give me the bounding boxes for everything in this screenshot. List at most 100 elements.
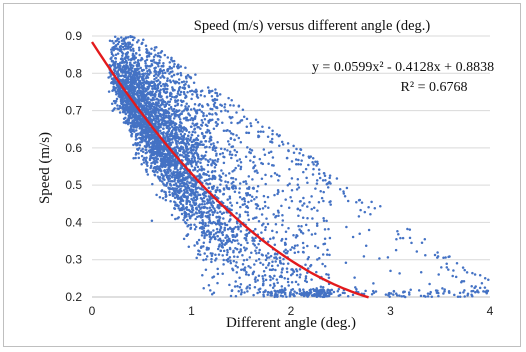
scatter-point bbox=[310, 207, 313, 211]
scatter-point bbox=[189, 192, 192, 196]
scatter-point bbox=[153, 49, 156, 52]
scatter-point bbox=[196, 154, 200, 158]
scatter-point bbox=[237, 289, 240, 293]
scatter-point bbox=[266, 195, 270, 199]
scatter-point bbox=[326, 186, 330, 189]
scatter-point bbox=[215, 92, 219, 95]
scatter-point bbox=[220, 104, 224, 107]
scatter-point bbox=[254, 118, 258, 122]
scatter-point bbox=[235, 134, 238, 137]
scatter-point bbox=[127, 110, 130, 114]
scatter-point bbox=[226, 129, 229, 132]
scatter-point bbox=[216, 158, 220, 161]
scatter-point bbox=[212, 144, 216, 148]
scatter-point bbox=[209, 289, 212, 292]
scatter-point bbox=[147, 133, 151, 137]
scatter-point bbox=[319, 189, 322, 193]
scatter-point bbox=[236, 121, 239, 125]
scatter-point bbox=[428, 292, 432, 296]
scatter-point bbox=[142, 161, 146, 164]
scatter-point bbox=[288, 295, 292, 298]
scatter-point bbox=[156, 175, 160, 178]
scatter-point bbox=[293, 251, 297, 254]
scatter-point bbox=[157, 104, 160, 107]
scatter-point bbox=[309, 288, 313, 291]
scatter-point bbox=[195, 111, 199, 115]
scatter-point bbox=[141, 150, 145, 153]
scatter-point bbox=[192, 81, 196, 85]
scatter-point bbox=[452, 269, 455, 272]
scatter-point bbox=[312, 289, 316, 292]
scatter-point bbox=[176, 72, 179, 76]
scatter-point bbox=[194, 217, 197, 221]
scatter-point bbox=[177, 204, 180, 207]
scatter-point bbox=[257, 257, 261, 261]
scatter-point bbox=[213, 209, 217, 212]
scatter-point bbox=[186, 180, 189, 183]
scatter-point bbox=[274, 216, 277, 219]
scatter-point bbox=[253, 155, 256, 159]
scatter-point bbox=[185, 137, 188, 140]
scatter-point bbox=[284, 230, 288, 233]
scatter-point bbox=[184, 66, 187, 70]
scatter-point bbox=[408, 293, 411, 296]
scatter-point bbox=[415, 250, 419, 253]
scatter-point bbox=[172, 73, 176, 77]
scatter-point bbox=[196, 165, 200, 169]
scatter-point bbox=[322, 219, 326, 223]
scatter-point bbox=[150, 219, 154, 223]
scatter-point bbox=[154, 141, 158, 145]
scatter-point bbox=[209, 90, 213, 93]
scatter-point bbox=[162, 182, 165, 185]
scatter-point bbox=[200, 131, 204, 135]
scatter-point bbox=[218, 216, 222, 219]
scatter-point bbox=[124, 47, 128, 50]
scatter-point bbox=[292, 144, 295, 148]
scatter-point bbox=[211, 235, 215, 239]
scatter-point bbox=[310, 195, 313, 198]
scatter-point bbox=[222, 192, 225, 196]
scatter-point bbox=[158, 196, 162, 199]
scatter-point bbox=[271, 132, 274, 136]
scatter-point bbox=[123, 44, 127, 48]
scatter-point bbox=[283, 243, 287, 246]
scatter-point bbox=[143, 139, 146, 142]
scatter-point bbox=[267, 256, 271, 259]
scatter-point bbox=[194, 161, 198, 164]
scatter-point bbox=[260, 161, 263, 165]
scatter-point bbox=[278, 289, 282, 292]
scatter-point bbox=[137, 156, 141, 160]
scatter-point bbox=[238, 191, 241, 194]
scatter-point bbox=[231, 132, 235, 136]
scatter-point bbox=[167, 187, 171, 190]
scatter-point bbox=[134, 133, 138, 137]
scatter-point bbox=[168, 65, 172, 69]
scatter-point bbox=[184, 105, 187, 108]
scatter-point bbox=[465, 271, 469, 274]
scatter-point bbox=[178, 118, 182, 121]
scatter-point bbox=[179, 166, 183, 170]
scatter-point bbox=[219, 175, 223, 179]
scatter-point bbox=[195, 163, 198, 166]
scatter-point bbox=[203, 252, 206, 255]
scatter-point bbox=[278, 259, 282, 263]
scatter-point bbox=[155, 193, 158, 197]
scatter-point bbox=[280, 288, 284, 292]
scatter-point bbox=[173, 187, 177, 190]
scatter-point bbox=[209, 136, 213, 139]
scatter-point bbox=[130, 108, 134, 112]
scatter-point bbox=[245, 125, 249, 128]
scatter-point bbox=[269, 237, 272, 241]
scatter-point bbox=[164, 198, 168, 202]
scatter-point bbox=[192, 107, 196, 111]
scatter-point bbox=[127, 58, 131, 61]
scatter-point bbox=[317, 200, 321, 204]
scatter-point bbox=[238, 187, 241, 190]
scatter-point bbox=[270, 163, 274, 167]
scatter-point bbox=[234, 178, 238, 181]
scatter-point bbox=[237, 136, 241, 140]
scatter-point bbox=[173, 146, 177, 150]
scatter-point bbox=[191, 182, 194, 186]
scatter-point bbox=[221, 254, 224, 257]
scatter-point bbox=[186, 107, 189, 110]
